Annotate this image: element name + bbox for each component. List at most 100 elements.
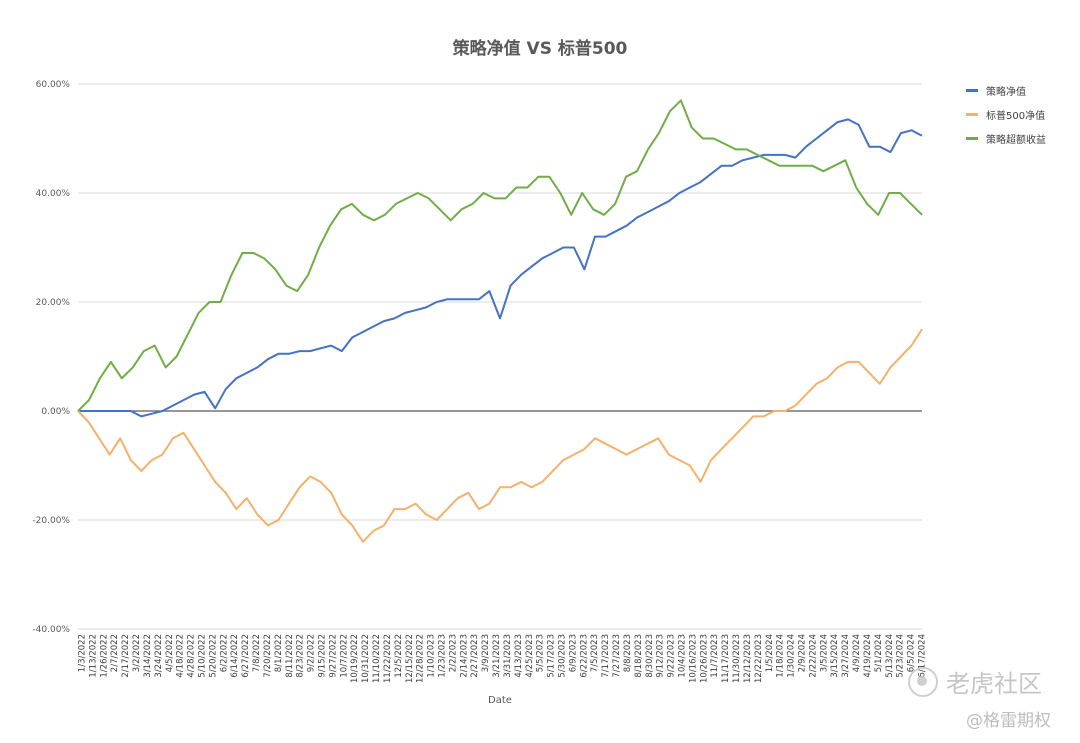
x-tick-label: 5/20/2022 <box>208 634 218 678</box>
legend-swatch-excess <box>966 136 978 140</box>
y-tick-label: 40.00% <box>36 189 71 199</box>
y-tick-label: 20.00% <box>36 298 71 308</box>
legend-label-excess: 策略超额收益 <box>986 134 1046 146</box>
legend-item-strategy: 策略净值 <box>966 78 1046 102</box>
y-tick-label: -20.00% <box>32 516 70 526</box>
x-tick-label: 5/23/2024 <box>896 634 906 678</box>
x-tick-label: 3/14/2022 <box>143 634 153 678</box>
x-tick-label: 7/20/2022 <box>263 634 273 678</box>
legend-swatch-strategy <box>966 88 978 92</box>
x-tick-label: 7/5/2023 <box>590 634 600 672</box>
x-tick-label: 10/16/2023 <box>688 634 698 683</box>
tiger-logo-icon <box>908 666 938 697</box>
x-tick-label: 10/31/2022 <box>361 634 371 683</box>
x-tick-label: 10/7/2022 <box>339 634 349 678</box>
x-tick-label: 9/12/2023 <box>656 634 666 678</box>
y-tick-label: 0.00% <box>41 407 70 417</box>
x-tick-label: 3/27/2024 <box>841 634 851 678</box>
x-tick-label: 8/11/2022 <box>285 634 295 678</box>
x-tick-label: 7/17/2023 <box>601 634 611 678</box>
x-tick-label: 2/17/2022 <box>121 634 131 678</box>
x-tick-label: 10/26/2023 <box>699 634 709 683</box>
x-tick-label: 2/2/2023 <box>448 634 458 672</box>
x-tick-label: 11/22/2022 <box>383 634 393 683</box>
x-tick-label: 4/25/2023 <box>525 634 535 678</box>
chart-title: 策略净值 VS 标普500 <box>452 39 628 59</box>
x-tick-label: 12/12/2023 <box>743 634 753 683</box>
x-tick-label: 9/15/2022 <box>318 634 328 678</box>
x-tick-label: 2/9/2024 <box>798 634 808 672</box>
x-tick-label: 3/9/2023 <box>481 634 491 672</box>
x-tick-label: 11/30/2023 <box>732 634 742 683</box>
x-tick-label: 12/28/2022 <box>416 634 426 683</box>
x-tick-label: 8/8/2023 <box>623 634 633 672</box>
x-tick-label: 8/23/2022 <box>296 634 306 678</box>
x-tick-label: 3/2/2022 <box>132 634 142 672</box>
x-tick-label: 12/22/2023 <box>754 634 764 683</box>
x-tick-label: 1/10/2023 <box>427 634 437 678</box>
x-tick-label: 8/30/2023 <box>645 634 655 678</box>
legend-label-strategy: 策略净值 <box>986 86 1026 98</box>
x-tick-label: 1/3/2022 <box>78 634 88 672</box>
series-line-sp500 <box>77 328 923 543</box>
x-tick-label: 1/23/2023 <box>438 634 448 678</box>
x-tick-label: 5/17/2023 <box>547 634 557 678</box>
legend-item-excess: 策略超额收益 <box>966 126 1046 150</box>
legend-swatch-sp500 <box>966 112 978 116</box>
x-tick-label: 4/28/2022 <box>187 634 197 678</box>
x-tick-label: 1/18/2024 <box>776 634 786 678</box>
y-tick-label: 60.00% <box>36 80 71 90</box>
x-tick-label: 2/14/2023 <box>459 634 469 678</box>
x-tick-label: 3/24/2022 <box>154 634 164 678</box>
x-tick-label: 4/13/2023 <box>514 634 524 678</box>
x-tick-label: 8/1/2022 <box>274 634 284 672</box>
x-tick-label: 2/27/2023 <box>470 634 480 678</box>
x-tick-label: 1/30/2024 <box>787 634 797 678</box>
x-tick-label: 9/27/2022 <box>328 634 338 678</box>
x-tick-label: 7/8/2022 <box>252 634 262 672</box>
x-tick-label: 9/22/2023 <box>667 634 677 678</box>
x-axis-label: Date <box>488 695 512 706</box>
x-tick-label: 5/10/2022 <box>198 634 208 678</box>
chart-legend: 策略净值 标普500净值 策略超额收益 <box>966 78 1046 150</box>
x-tick-label: 5/13/2024 <box>885 634 895 678</box>
x-tick-label: 3/15/2024 <box>830 634 840 678</box>
x-tick-label: 10/4/2023 <box>678 634 688 678</box>
x-tick-label: 4/18/2022 <box>176 634 186 678</box>
x-tick-label: 11/10/2022 <box>372 634 382 683</box>
x-tick-label: 6/17/2024 <box>918 634 928 678</box>
legend-label-sp500: 标普500净值 <box>986 110 1046 122</box>
watermark-brand-text: 老虎社区 <box>946 670 1042 698</box>
x-tick-label: 3/5/2024 <box>819 634 829 672</box>
x-tick-label: 8/18/2023 <box>634 634 644 678</box>
x-tick-label: 1/5/2024 <box>765 634 775 672</box>
x-tick-label: 9/2/2022 <box>307 634 317 672</box>
x-tick-label: 3/31/2023 <box>503 634 513 678</box>
y-tick-label: -40.00% <box>32 625 70 635</box>
x-tick-label: 7/27/2023 <box>612 634 622 678</box>
x-tick-label: 6/14/2022 <box>230 634 240 678</box>
x-tick-label: 1/13/2022 <box>88 634 98 678</box>
x-tick-label: 6/2/2022 <box>219 634 229 672</box>
x-tick-label: 1/26/2022 <box>99 634 109 678</box>
watermark-author: @格雷期权 <box>966 711 1051 731</box>
x-tick-label: 11/7/2023 <box>710 634 720 678</box>
x-tick-label: 6/27/2022 <box>241 634 251 678</box>
x-tick-label: 5/1/2024 <box>874 634 884 672</box>
watermark-brand: 老虎社区 <box>908 664 1042 699</box>
x-tick-label: 10/19/2022 <box>350 634 360 683</box>
x-tick-label: 4/19/2024 <box>863 634 873 678</box>
x-tick-label: 11/17/2023 <box>721 634 731 683</box>
x-tick-label: 5/5/2023 <box>536 634 546 672</box>
x-tick-label: 4/5/2022 <box>165 634 175 672</box>
series-line-excess <box>77 99 923 412</box>
x-tick-label: 2/22/2024 <box>808 634 818 678</box>
legend-item-sp500: 标普500净值 <box>966 102 1046 126</box>
x-tick-label: 12/15/2022 <box>405 634 415 683</box>
x-tick-label: 12/5/2022 <box>394 634 404 678</box>
x-tick-label: 6/22/2023 <box>579 634 589 678</box>
x-tick-label: 5/30/2023 <box>558 634 568 678</box>
x-tick-label: 2/7/2022 <box>110 634 120 672</box>
x-tick-label: 6/9/2023 <box>568 634 578 672</box>
